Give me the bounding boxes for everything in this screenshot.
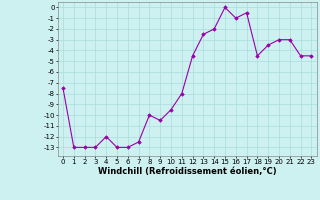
X-axis label: Windchill (Refroidissement éolien,°C): Windchill (Refroidissement éolien,°C) xyxy=(98,167,276,176)
